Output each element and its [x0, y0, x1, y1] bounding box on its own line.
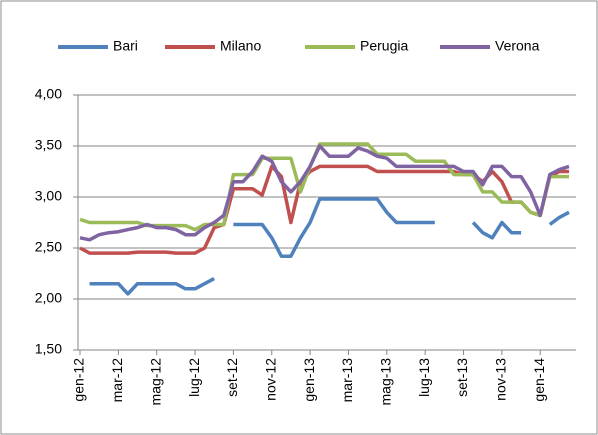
- y-tick-label: 2,00: [35, 290, 62, 306]
- series-line: [79, 144, 570, 242]
- x-tick-label: mag-12: [147, 358, 163, 406]
- y-tick-label: 2,50: [35, 239, 62, 255]
- x-tick-label: mag-13: [378, 358, 394, 406]
- x-tick-label: set-12: [224, 358, 240, 397]
- series-line: [89, 197, 570, 296]
- x-tick-label: gen-13: [301, 358, 317, 402]
- x-tick-label: lug-12: [186, 358, 202, 397]
- y-tick-label: 3,50: [35, 137, 62, 153]
- x-tick-label: nov-12: [262, 358, 278, 401]
- y-tick-label: 3,00: [35, 188, 62, 204]
- legend-label: Perugia: [360, 38, 408, 54]
- x-tick-label: set-13: [454, 358, 470, 397]
- x-tick-label: gen-14: [531, 358, 547, 402]
- y-tick-label: 4,00: [35, 86, 62, 102]
- legend-label: Bari: [113, 38, 138, 54]
- legend-label: Verona: [495, 38, 540, 54]
- x-tick-label: gen-12: [71, 358, 87, 402]
- y-tick-label: 1,50: [35, 341, 62, 357]
- legend-label: Milano: [220, 38, 261, 54]
- x-tick-label: nov-13: [493, 358, 509, 401]
- x-tick-label: mar-12: [109, 358, 125, 403]
- x-tick-label: lug-13: [416, 358, 432, 397]
- x-tick-label: mar-13: [339, 358, 355, 403]
- series-line: [79, 142, 569, 232]
